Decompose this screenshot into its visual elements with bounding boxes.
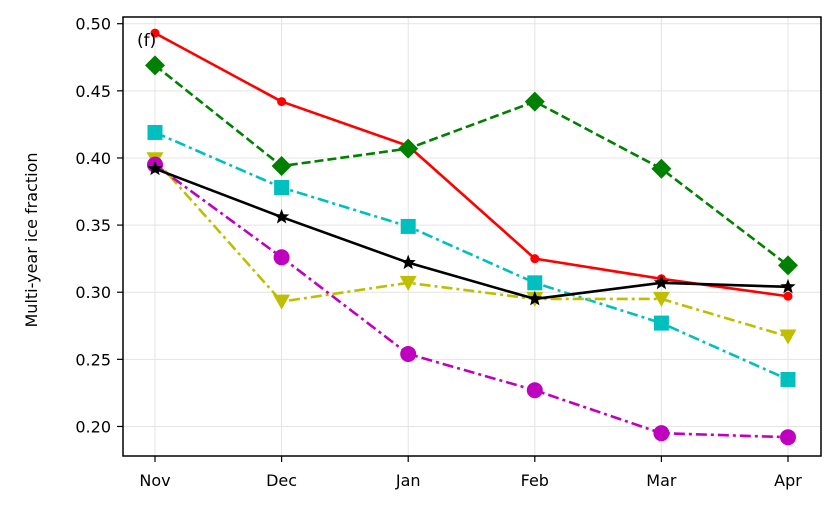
data-point	[273, 249, 290, 266]
data-point	[779, 329, 797, 345]
data-point	[145, 55, 165, 76]
series-line	[154, 167, 789, 301]
series-layer	[145, 28, 798, 446]
y-axis-title: Multi-year ice fraction	[22, 152, 41, 327]
series-line	[154, 64, 789, 267]
data-point	[274, 179, 290, 195]
y-tick-label: 0.25	[75, 350, 111, 369]
data-point	[277, 97, 287, 107]
data-point	[399, 275, 417, 291]
x-tick-label: Nov	[139, 471, 170, 490]
series-6	[147, 160, 796, 306]
y-tick-label: 0.30	[75, 283, 111, 302]
data-point	[653, 315, 669, 331]
x-tick-label: Apr	[774, 471, 802, 490]
data-point	[527, 290, 543, 306]
panel-label: (f)	[137, 31, 156, 51]
ticks: Nov Dec Jan Feb Mar Apr 0.20 0.25 0.30 0.35 0.40 0.…	[75, 15, 802, 490]
data-point	[271, 156, 292, 177]
data-point	[653, 425, 670, 442]
x-tick-label: Mar	[646, 471, 677, 490]
data-point	[783, 291, 793, 301]
series-2	[145, 55, 798, 276]
x-tick-label: Feb	[521, 471, 549, 490]
data-point	[147, 124, 163, 140]
data-point	[526, 382, 543, 399]
data-point	[147, 160, 163, 176]
y-tick-label: 0.40	[75, 149, 111, 168]
series-3	[147, 124, 796, 387]
y-tick-label: 0.35	[75, 216, 111, 235]
data-point	[530, 254, 540, 264]
data-point	[400, 345, 417, 362]
data-point	[524, 91, 545, 112]
series-line	[154, 131, 789, 381]
data-point	[527, 275, 543, 291]
series-line	[154, 158, 789, 338]
series-line	[154, 31, 789, 298]
data-point	[273, 209, 290, 224]
plot-frame	[122, 16, 822, 457]
data-point	[651, 158, 672, 179]
data-point	[150, 28, 160, 38]
data-point	[778, 255, 798, 276]
series-5	[147, 156, 796, 446]
y-tick-label: 0.20	[75, 417, 111, 436]
data-point	[400, 254, 416, 270]
data-point	[400, 218, 416, 234]
data-point	[780, 429, 796, 446]
series-line	[154, 163, 789, 439]
x-tick-label: Dec	[266, 471, 297, 490]
data-point	[652, 291, 670, 307]
data-point	[273, 294, 291, 310]
data-point	[398, 138, 419, 159]
data-point	[780, 278, 796, 294]
data-point	[653, 274, 670, 290]
x-tick-label: Jan	[395, 471, 421, 490]
data-point	[780, 371, 796, 387]
y-tick-label: 0.45	[75, 82, 111, 101]
y-tick-label: 0.50	[75, 15, 111, 34]
